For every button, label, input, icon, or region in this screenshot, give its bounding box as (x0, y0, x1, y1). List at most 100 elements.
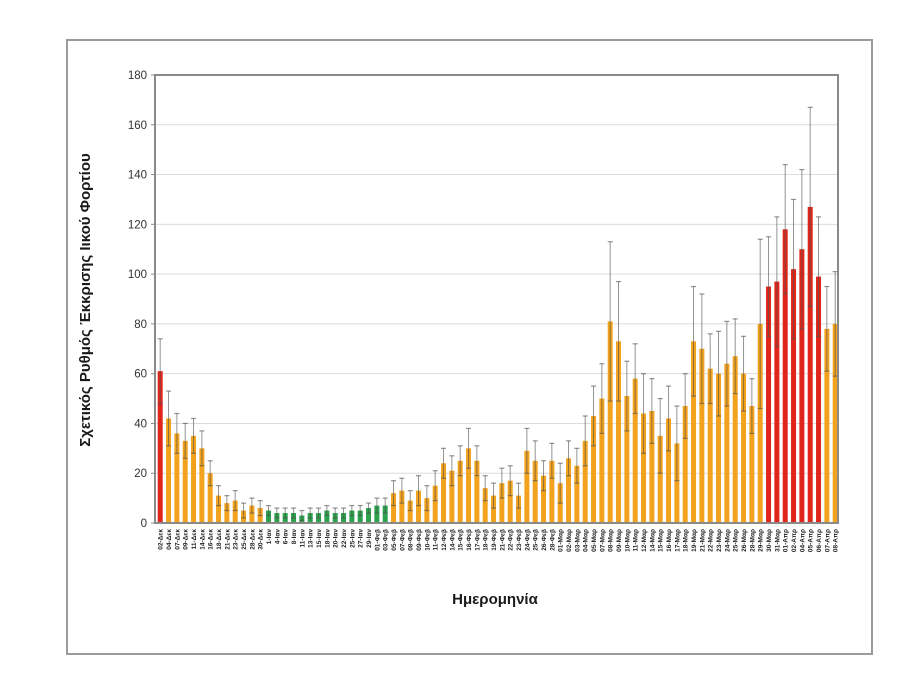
x-tick-label: 02-Απρ (791, 529, 798, 552)
bar-21-Μαρ (699, 348, 705, 523)
bar-24-Φεβ (524, 450, 530, 523)
bar-25-Ιαν (349, 510, 355, 523)
bar-1-Ιαν (266, 510, 272, 523)
bar-17-Φεβ (474, 460, 480, 523)
bar-23-Δεκ (232, 500, 238, 523)
bar-23-Μαρ (716, 373, 722, 523)
bar-28-Φεβ (549, 460, 555, 523)
x-tick-label: 09-Δεκ (183, 529, 190, 550)
bar-04-Δεκ (166, 418, 172, 523)
bar-08-Μαρ (607, 321, 613, 523)
bar-27-Ιαν (357, 510, 363, 523)
x-tick-label: 31-Μαρ (774, 529, 781, 552)
x-tick-label: 26-Μαρ (741, 529, 748, 552)
x-tick-label: 04-Μαρ (583, 529, 590, 552)
x-tick-label: 01-Μαρ (558, 529, 565, 552)
y-tick-label: 40 (134, 418, 147, 430)
bar-07-Απρ (824, 328, 830, 523)
x-tick-label: 16-Φεβ (466, 529, 473, 551)
bar-23-Φεβ (516, 495, 522, 523)
bar-09-Μαρ (616, 341, 622, 523)
x-tick-label: 23-Φεβ (516, 529, 523, 551)
x-tick-label: 16-Μαρ (666, 529, 673, 552)
bar-21-Φεβ (499, 483, 505, 523)
bar-09-Δεκ (182, 440, 188, 523)
bar-02-Μαρ (566, 458, 572, 523)
bar-18-Δεκ (216, 495, 222, 523)
y-tick-label: 120 (128, 219, 147, 231)
x-tick-label: 14-Δεκ (199, 529, 206, 550)
bar-14-Δεκ (199, 448, 205, 523)
x-tick-label: 08-Μαρ (608, 529, 615, 552)
bar-12-Μαρ (641, 413, 647, 523)
x-tick-label: 23-Δεκ (233, 529, 240, 550)
x-tick-label: 07-Φεβ (399, 529, 406, 551)
x-tick-label: 09-Μαρ (616, 529, 623, 552)
bar-05-Απρ (807, 206, 813, 523)
x-tick-label: 15-Μαρ (658, 529, 665, 552)
x-tick-label: 09-Φεβ (416, 529, 423, 551)
bar-31-Μαρ (774, 281, 780, 523)
bar-15-Φεβ (457, 460, 463, 523)
y-axis-title: Σχετικός Ρυθμός Έκκρισης Ιικού Φορτίου (77, 153, 94, 447)
x-tick-label: 25-Ιαν (349, 529, 356, 548)
y-tick-label: 140 (128, 170, 147, 182)
x-tick-label: 18-Ιαν (324, 529, 331, 548)
x-tick-label: 28-Μαρ (749, 529, 756, 552)
bar-01-Απρ (782, 229, 788, 524)
plot-border (154, 74, 839, 524)
x-tick-label: 19-Φεβ (491, 529, 498, 551)
x-tick-label: 29-Μαρ (758, 529, 765, 552)
x-tick-label: 4-Ιαν (274, 529, 281, 545)
y-tick-label: 100 (128, 269, 147, 281)
x-tick-label: 18-Μαρ (683, 529, 690, 552)
bar-07-Μαρ (599, 398, 605, 523)
y-tick-label: 160 (128, 120, 147, 132)
bar-18-Μαρ (682, 406, 688, 523)
x-tick-label: 13-Ιαν (308, 529, 315, 548)
bar-26-Μαρ (741, 373, 747, 523)
x-tick-label: 24-Μαρ (724, 529, 731, 552)
x-tick-label: 17-Μαρ (674, 529, 681, 552)
x-tick-label: 01-Απρ (783, 529, 790, 552)
x-tick-label: 08-Απρ (833, 529, 840, 552)
x-tick-label: 24-Φεβ (524, 529, 531, 551)
x-tick-label: 15-Ιαν (316, 529, 323, 548)
x-tick-label: 11-Ιαν (299, 529, 306, 548)
bar-29-Ιαν (366, 508, 372, 523)
bar-25-Μαρ (732, 356, 738, 523)
x-tick-label: 16-Δεκ (208, 529, 215, 550)
x-tick-label: 17-Φεβ (474, 529, 481, 551)
bar-25-Φεβ (532, 460, 538, 523)
x-tick-label: 04-Δεκ (166, 529, 173, 550)
x-tick-label: 11-Φεβ (433, 529, 440, 550)
bar-28-Μαρ (749, 406, 755, 523)
x-tick-label: 22-Ιαν (341, 529, 348, 548)
bar-19-Μαρ (691, 341, 697, 523)
bar-18-Ιαν (324, 510, 330, 523)
x-tick-label: 03-Μαρ (574, 529, 581, 552)
bar-07-Φεβ (399, 490, 405, 523)
x-tick-label: 1-Ιαν (266, 529, 273, 545)
x-tick-label: 8-Ιαν (291, 529, 298, 545)
bar-02-Απρ (791, 269, 797, 523)
x-tick-label: 21-Μαρ (699, 529, 706, 552)
x-tick-label: 07-Δεκ (174, 529, 181, 550)
x-tick-label: 03-Φεβ (383, 529, 390, 551)
bar-11-Μαρ (632, 378, 638, 523)
x-tick-label: 12-Μαρ (641, 529, 648, 552)
x-tick-label: 19-Μαρ (691, 529, 698, 552)
x-tick-label: 12-Φεβ (441, 529, 448, 551)
bar-14-Μαρ (649, 411, 655, 523)
bar-08-Φεβ (407, 500, 413, 523)
x-tick-label: 6-Ιαν (283, 529, 290, 545)
x-tick-label: 08-Φεβ (408, 529, 415, 551)
x-tick-label: 06-Απρ (816, 529, 823, 552)
x-tick-label: 28-Δεκ (249, 529, 256, 550)
x-tick-label: 23-Μαρ (716, 529, 723, 552)
y-tick-label: 180 (128, 70, 147, 82)
bar-04-Μαρ (582, 440, 588, 523)
x-tick-label: 18-Φεβ (483, 529, 490, 551)
bar-16-Μαρ (666, 418, 672, 523)
